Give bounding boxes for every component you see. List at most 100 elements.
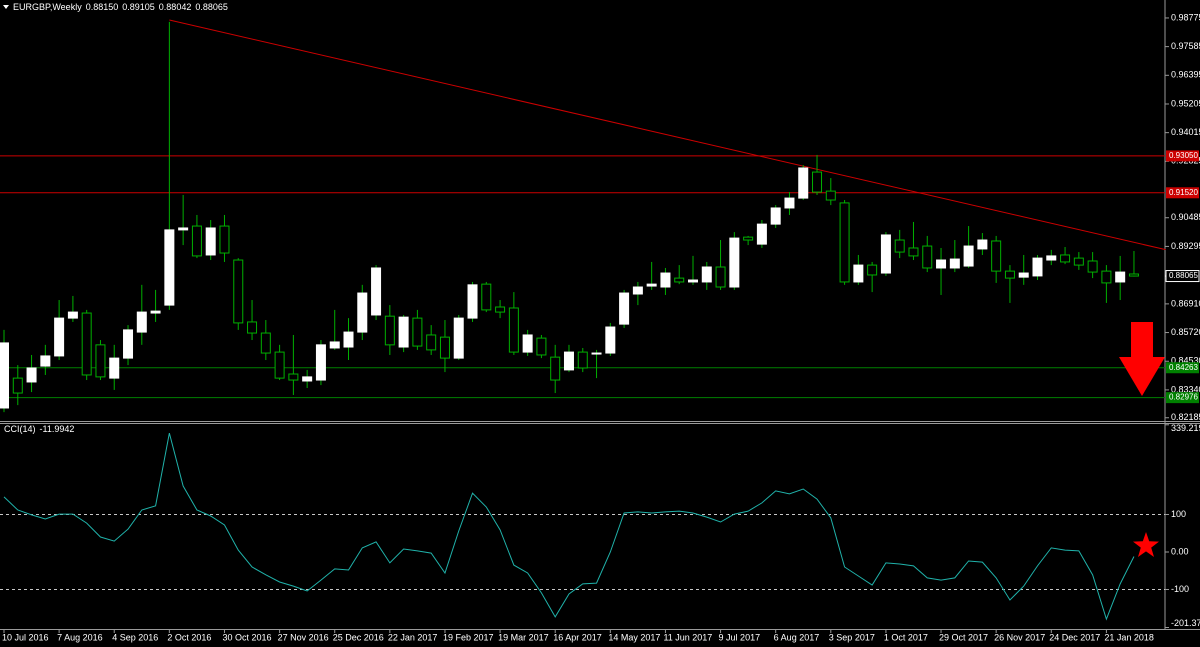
candle-body xyxy=(605,326,616,354)
candle-body xyxy=(247,321,258,334)
candle-body xyxy=(825,190,836,201)
candle-body xyxy=(150,310,161,314)
y-tick-label: -201.3713 xyxy=(1171,618,1200,628)
candle-body xyxy=(715,266,726,288)
candle-body xyxy=(123,329,134,359)
candle-body xyxy=(632,286,643,295)
candle-body xyxy=(536,337,547,356)
indicator-value: -11.9942 xyxy=(40,424,75,434)
x-tick-label: 9 Jul 2017 xyxy=(719,632,761,642)
y-tick-label: 339.2197 xyxy=(1171,423,1200,433)
candle-body xyxy=(991,240,1002,272)
y-tick-label: 0.82185 xyxy=(1171,412,1200,422)
candle-body xyxy=(798,167,809,199)
candle-body xyxy=(219,225,230,254)
plot-area: 0.987750.975850.963950.952050.940150.928… xyxy=(0,12,1200,642)
low-label: 0.88042 xyxy=(159,2,192,12)
candle-body xyxy=(853,264,864,283)
candle-body xyxy=(67,311,78,319)
cci-line xyxy=(3,433,1135,621)
candle-body xyxy=(426,334,437,351)
header-triangle xyxy=(3,5,9,9)
level-label: 0.82976 xyxy=(1169,393,1198,402)
y-tick-label: 0.89295 xyxy=(1171,241,1200,251)
candle-body xyxy=(812,171,823,193)
x-tick-label: 7 Aug 2016 xyxy=(57,632,103,642)
high-label: 0.89105 xyxy=(122,2,155,12)
candle-body xyxy=(205,227,216,256)
y-tick-label: 0.97585 xyxy=(1171,41,1200,51)
candle-body xyxy=(178,227,189,231)
x-tick-label: 4 Sep 2016 xyxy=(112,632,158,642)
candle-body xyxy=(398,316,409,348)
y-tick-label: 0.90485 xyxy=(1171,212,1200,222)
candle-body xyxy=(729,237,740,288)
level-label-box xyxy=(1166,187,1199,199)
candle-body xyxy=(743,236,754,241)
candle-body xyxy=(329,341,340,349)
candle-body xyxy=(619,292,630,325)
candle-body xyxy=(453,317,464,359)
candle-body xyxy=(40,355,51,367)
candle-body xyxy=(936,259,947,269)
candle-body xyxy=(770,207,781,225)
candle-body xyxy=(977,239,988,250)
x-tick-label: 10 Jul 2016 xyxy=(2,632,49,642)
x-tick-label: 29 Oct 2017 xyxy=(939,632,988,642)
candle-body xyxy=(164,229,175,306)
x-tick-label: 24 Dec 2017 xyxy=(1049,632,1100,642)
candle-body xyxy=(784,197,795,209)
candle-body xyxy=(109,357,120,379)
open-label: 0.88150 xyxy=(86,2,119,12)
candle-body xyxy=(467,284,478,319)
candle-body xyxy=(508,307,519,353)
candle-body xyxy=(701,266,712,283)
candle-body xyxy=(315,344,326,381)
candle-body xyxy=(191,225,202,257)
arrow-head xyxy=(1119,357,1165,396)
candle-body xyxy=(439,336,450,359)
x-tick-label: 14 May 2017 xyxy=(608,632,660,642)
candle-body xyxy=(357,292,368,333)
level-label: 0.91520 xyxy=(1169,188,1198,197)
candle-body xyxy=(1060,254,1071,263)
candle-body xyxy=(1004,270,1015,279)
indicator-header: CCI(14) -11.9942 xyxy=(4,424,74,434)
current-price-box xyxy=(1165,270,1200,283)
x-tick-label: 19 Mar 2017 xyxy=(498,632,549,642)
level-label-box xyxy=(1166,150,1199,162)
indicator-title: CCI(14) xyxy=(4,424,36,434)
candle-body xyxy=(867,264,878,276)
header: EURGBP,Weekly 0.88150 0.89105 0.88042 0.8806… xyxy=(13,2,228,12)
arrow-shaft xyxy=(1131,322,1153,358)
x-tick-label: 2 Oct 2016 xyxy=(167,632,211,642)
candle-body xyxy=(26,367,37,383)
candle-body xyxy=(1128,273,1139,277)
candle-body xyxy=(495,306,506,313)
candle-body xyxy=(12,377,23,394)
y-tick-label: -100 xyxy=(1171,584,1189,594)
panes xyxy=(0,0,1200,630)
candle-body xyxy=(54,317,65,357)
y-tick-label: 0.94015 xyxy=(1171,127,1200,137)
candle-body xyxy=(412,317,423,347)
x-tick-label: 11 Jun 2017 xyxy=(663,632,712,642)
candle-body xyxy=(550,356,561,381)
candle-body xyxy=(302,376,313,382)
y-tick-label: 0.95205 xyxy=(1171,98,1200,108)
y-tick-label: 100 xyxy=(1171,509,1186,519)
x-tick-label: 25 Dec 2016 xyxy=(333,632,384,642)
level-label: 0.84263 xyxy=(1169,363,1198,372)
annotations xyxy=(1119,322,1165,557)
candle-body xyxy=(0,342,9,409)
candle-body xyxy=(1087,260,1098,273)
candle-body xyxy=(1073,257,1084,266)
candle-body xyxy=(688,279,698,283)
candle-body xyxy=(136,311,147,333)
